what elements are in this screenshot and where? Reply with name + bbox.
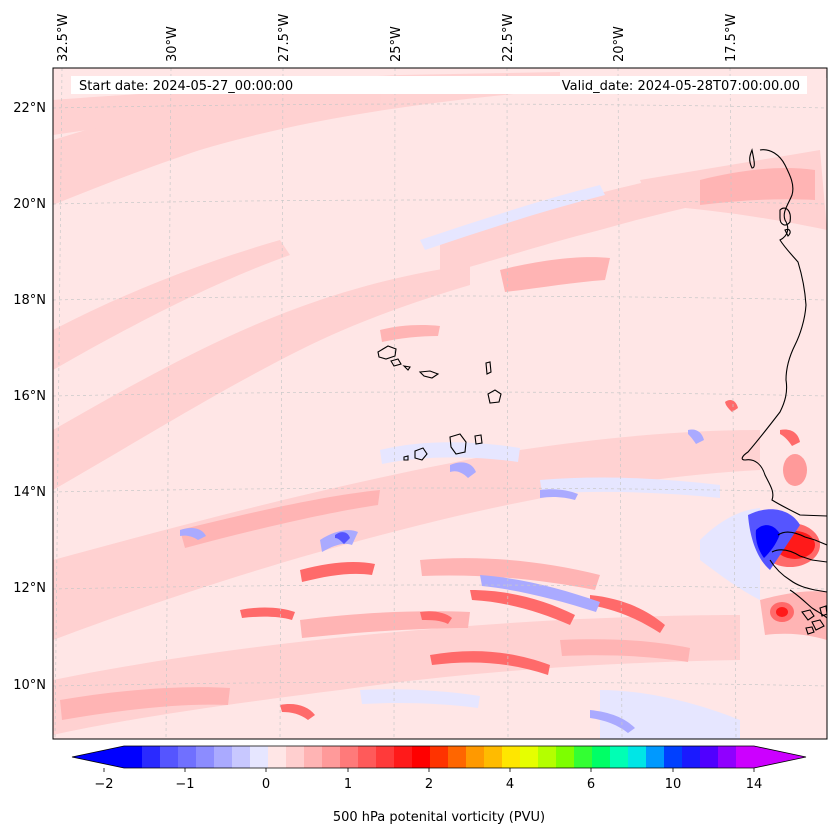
pv-strong-negative-core [335, 509, 800, 570]
colorbar-segment [196, 746, 215, 768]
colorbar-segment [628, 746, 647, 768]
colorbar-segment [376, 746, 395, 768]
colorbar-segment [448, 746, 467, 768]
colorbar-segment [646, 746, 665, 768]
lat-label-10n: 10°N [13, 678, 46, 693]
lon-label-30w: 30°W [165, 26, 180, 62]
lat-label-16n: 16°N [13, 389, 46, 404]
colorbar-segment [556, 746, 575, 768]
latitude-labels: 22°N 20°N 18°N 16°N 14°N 12°N 10°N [13, 101, 46, 693]
colorbar-segment [484, 746, 503, 768]
lat-label-14n: 14°N [13, 485, 46, 500]
start-date-label: Start date: 2024-05-27_00:00:00 [79, 79, 293, 94]
cb-tick-label: 1 [344, 777, 352, 792]
island-sao-vicente [390, 358, 402, 367]
colorbar-segment [574, 746, 593, 768]
pv-mid-negative-streaks [180, 429, 704, 733]
colorbar-segment [682, 746, 701, 768]
colorbar-segment [268, 746, 287, 768]
colorbar-segment [466, 746, 485, 768]
colorbar-segment [700, 746, 719, 768]
colorbar-segment [160, 746, 179, 768]
cb-tick-label: 2 [425, 777, 433, 792]
colorbar-segment [250, 746, 269, 768]
colorbar-segment [178, 746, 197, 768]
info-box: Start date: 2024-05-27_00:00:00 Valid_da… [71, 76, 807, 94]
colorbar-segment [214, 746, 233, 768]
map-frame [52, 67, 828, 740]
west-africa-coastline [769, 531, 827, 635]
cb-tick-label: −2 [94, 777, 113, 792]
colorbar: −2 −1 0 1 2 4 6 10 14 500 hPa potenital … [71, 745, 807, 825]
cb-tick-label: 10 [665, 777, 682, 792]
colorbar-outline [71, 745, 807, 769]
colorbar-segment [538, 746, 557, 768]
colorbar-tick-labels: −2 −1 0 1 2 4 6 10 14 [94, 777, 762, 792]
colorbar-segment [502, 746, 521, 768]
cape-verde-islands [377, 345, 502, 461]
colorbar-segment [322, 746, 341, 768]
cb-tick-label: 14 [746, 777, 763, 792]
colorbar-segment [610, 746, 629, 768]
colorbar-segment [664, 746, 683, 768]
colorbar-segment [394, 746, 413, 768]
colorbar-segment [736, 746, 755, 768]
cb-tick-label: −1 [175, 777, 194, 792]
valid-date-label: Valid_date: 2024-05-28T07:00:00.00 [562, 79, 800, 94]
island-maio [474, 434, 483, 445]
colorbar-ticks [103, 768, 755, 772]
colorbar-segment [358, 746, 377, 768]
cb-tick-label: 4 [506, 777, 514, 792]
island-brava [403, 455, 409, 461]
lat-label-22n: 22°N [13, 101, 46, 116]
longitude-labels: 32.5°W 30°W 27.5°W 25°W 22.5°W 20°W 17.5… [56, 14, 739, 62]
lon-label-17-5w: 17.5°W [724, 14, 739, 62]
lon-label-25w: 25°W [389, 26, 404, 62]
map-panel [53, 68, 827, 739]
island-sal [485, 361, 492, 375]
island-santo-antao [377, 345, 397, 360]
colorbar-segment [304, 746, 323, 768]
lon-label-22-5w: 22.5°W [501, 14, 516, 62]
colorbar-min-extension [72, 746, 124, 768]
cb-tick-label: 0 [262, 777, 270, 792]
colorbar-segment [520, 746, 539, 768]
island-santa-luzia [402, 365, 411, 371]
lon-label-20w: 20°W [612, 26, 627, 62]
colorbar-segment [286, 746, 305, 768]
lon-label-32-5w: 32.5°W [56, 14, 71, 62]
colorbar-label: 500 hPa potenital vorticity (PVU) [333, 810, 545, 825]
colorbar-segment [430, 746, 449, 768]
africa-coastline [741, 70, 827, 517]
colorbar-segment [718, 746, 737, 768]
island-santiago [449, 433, 467, 455]
cb-tick-label: 6 [587, 777, 595, 792]
colorbar-segment [412, 746, 431, 768]
colorbar-segment [124, 746, 143, 768]
lat-label-12n: 12°N [13, 581, 46, 596]
colorbar-segments [124, 746, 755, 768]
colorbar-segment [232, 746, 251, 768]
pv-strong-positive-streaks [240, 400, 800, 720]
island-boa-vista [487, 389, 502, 404]
colorbar-max-extension [754, 746, 806, 768]
island-sao-nicolau [418, 370, 440, 379]
lon-label-27-5w: 27.5°W [277, 14, 292, 62]
lat-label-18n: 18°N [13, 293, 46, 308]
graticule [53, 68, 827, 739]
island-fogo [414, 447, 428, 461]
colorbar-segment [142, 746, 161, 768]
colorbar-segment [340, 746, 359, 768]
lat-label-20n: 20°N [13, 197, 46, 212]
colorbar-segment [592, 746, 611, 768]
